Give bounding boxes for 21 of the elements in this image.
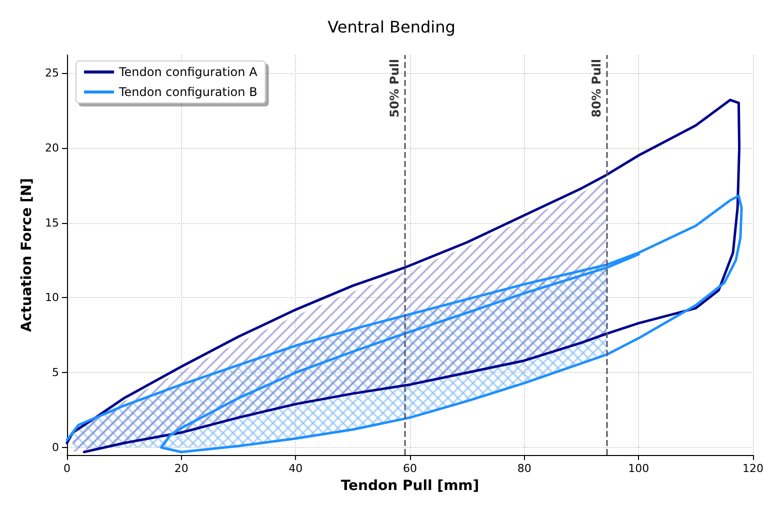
x-axis-title: Tendon Pull [mm] <box>340 478 480 494</box>
y-tick-label: 25 <box>45 66 59 80</box>
y-axis-title: Actuation Force [N] <box>19 178 36 332</box>
legend-label: Tendon configuration B <box>118 85 258 99</box>
x-tick-label: 40 <box>288 462 303 475</box>
x-tick-label: 100 <box>628 462 650 475</box>
y-tick-label: 20 <box>45 141 59 154</box>
x-tick-label: 20 <box>174 462 188 475</box>
line-series <box>66 194 743 454</box>
ref-line-label: 80% Pull <box>590 59 604 118</box>
y-tick-label: 15 <box>45 216 59 230</box>
y-tick-label: 5 <box>52 366 59 380</box>
chart-title: Ventral Bending <box>328 18 456 36</box>
x-tick-label: 80 <box>517 462 532 475</box>
x-tick-label: 0 <box>64 462 70 475</box>
ref-line-label: 50% Pull <box>387 59 402 118</box>
y-tick-label: 0 <box>52 441 59 454</box>
x-tick-label: 120 <box>742 462 764 475</box>
x-tick-label: 60 <box>403 462 417 475</box>
y-tick-label: 10 <box>45 291 59 304</box>
legend-label: Tendon configuration A <box>118 65 258 79</box>
